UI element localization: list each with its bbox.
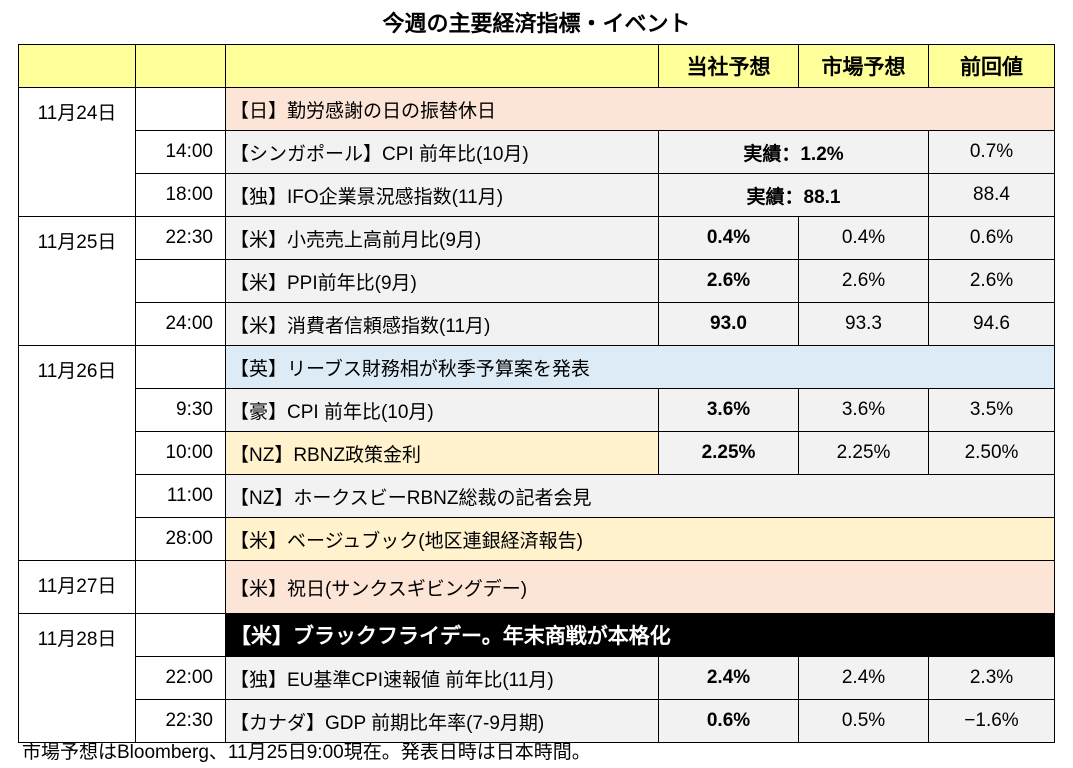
time-cell: 22:30 — [135, 699, 226, 743]
time-cell — [135, 87, 226, 131]
time-cell — [135, 613, 226, 657]
previous-value: 94.6 — [928, 302, 1055, 346]
date-cell: 11月25日 — [18, 216, 136, 346]
table-row: 18:00 【独】IFO企業景況感指数(11月) 実績：88.1 88.4 — [19, 173, 1055, 217]
time-cell: 9:30 — [135, 388, 226, 432]
market-forecast-value: 2.6% — [798, 259, 929, 303]
date-cell: 11月24日 — [18, 87, 136, 217]
time-cell — [135, 259, 226, 303]
event-cell: 【独】IFO企業景況感指数(11月) — [225, 173, 659, 217]
our-forecast-value: 2.25% — [658, 431, 799, 475]
time-cell — [135, 560, 226, 614]
actual-value: 実績：88.1 — [658, 173, 929, 217]
time-cell — [135, 345, 226, 389]
our-forecast-value: 93.0 — [658, 302, 799, 346]
event-cell: 【NZ】ホークスビーRBNZ総裁の記者会見 — [225, 474, 1055, 518]
previous-value: 88.4 — [928, 173, 1055, 217]
event-cell: 【英】リーブス財務相が秋季予算案を発表 — [225, 345, 1055, 389]
market-forecast-value: 3.6% — [798, 388, 929, 432]
event-cell: 【米】ブラックフライデー。年末商戦が本格化 — [225, 613, 1055, 657]
table-body: 11月24日 【日】勤労感謝の日の振替休日 14:00 【シンガポール】CPI 前年比… — [18, 87, 1055, 743]
header-row: 当社予想 市場予想 前回値 — [18, 44, 1055, 88]
header-time — [135, 44, 226, 88]
market-forecast-value: 0.4% — [798, 216, 929, 260]
table-row: 11月27日 【米】祝日(サンクスギビングデー) — [18, 560, 1055, 614]
table-row: 11月28日 【米】ブラックフライデー。年末商戦が本格化 — [18, 613, 1055, 743]
header-market-forecast: 市場予想 — [798, 44, 929, 88]
previous-value: 2.6% — [928, 259, 1055, 303]
time-cell: 22:30 — [135, 216, 226, 260]
table-row: 11月24日 【日】勤労感謝の日の振替休日 — [18, 87, 1055, 217]
event-cell: 【米】小売売上高前月比(9月) — [225, 216, 659, 260]
time-cell: 10:00 — [135, 431, 226, 475]
event-cell: 【独】EU基準CPI速報値 前年比(11月) — [225, 656, 659, 700]
time-cell: 22:00 — [135, 656, 226, 700]
time-cell: 14:00 — [135, 130, 226, 174]
time-cell: 24:00 — [135, 302, 226, 346]
time-cell: 18:00 — [135, 173, 226, 217]
actual-value: 実績：1.2% — [658, 130, 929, 174]
previous-value: 2.50% — [928, 431, 1055, 475]
economic-calendar-table: 当社予想 市場予想 前回値 11月24日 【日】勤労感謝の日の振替休日 14:00 【… — [18, 44, 1055, 743]
market-forecast-value: 2.4% — [798, 656, 929, 700]
our-forecast-value: 0.6% — [658, 699, 799, 743]
table-row: 10:00 【NZ】RBNZ政策金利 2.25% 2.25% 2.50% — [19, 431, 1055, 475]
event-cell: 【米】消費者信頼感指数(11月) — [225, 302, 659, 346]
previous-value: 0.7% — [928, 130, 1055, 174]
table-row: 14:00 【シンガポール】CPI 前年比(10月) 実績：1.2% 0.7% — [19, 130, 1055, 174]
market-forecast-value: 0.5% — [798, 699, 929, 743]
event-cell: 【日】勤労感謝の日の振替休日 — [225, 87, 1055, 131]
time-cell: 28:00 — [135, 517, 226, 561]
event-cell: 【米】祝日(サンクスギビングデー) — [225, 560, 1055, 614]
footnote: 市場予想はBloomberg、11月25日9:00現在。発表日時は日本時間。 — [22, 742, 591, 763]
event-cell: 【シンガポール】CPI 前年比(10月) — [225, 130, 659, 174]
date-cell: 11月26日 — [18, 345, 136, 561]
time-cell: 11:00 — [135, 474, 226, 518]
date-cell: 11月28日 — [18, 613, 136, 743]
header-event — [225, 44, 659, 88]
previous-value: 2.3% — [928, 656, 1055, 700]
table-row: 22:00 【独】EU基準CPI速報値 前年比(11月) 2.4% 2.4% 2.3% — [19, 656, 1055, 700]
header-our-forecast: 当社予想 — [658, 44, 799, 88]
table-row: 11月25日 22:30 【米】小売売上高前月比(9月) 0.4% 0.4% 0.6% — [18, 216, 1055, 346]
our-forecast-value: 0.4% — [658, 216, 799, 260]
event-cell: 【米】PPI前年比(9月) — [225, 259, 659, 303]
table-row: 【米】PPI前年比(9月) 2.6% 2.6% 2.6% — [19, 259, 1055, 303]
market-forecast-value: 93.3 — [798, 302, 929, 346]
page-title: 今週の主要経済指標・イベント — [382, 11, 691, 36]
table-row: 11月26日 【英】リーブス財務相が秋季予算案を発表 — [18, 345, 1055, 561]
table-row: 11:00 【NZ】ホークスビーRBNZ総裁の記者会見 — [19, 474, 1055, 518]
header-previous: 前回値 — [928, 44, 1055, 88]
our-forecast-value: 2.4% — [658, 656, 799, 700]
table-row: 22:30 【カナダ】GDP 前期比年率(7-9月期) 0.6% 0.5% −1.6% — [19, 699, 1055, 743]
table-row: 24:00 【米】消費者信頼感指数(11月) 93.0 93.3 94.6 — [19, 302, 1055, 346]
event-cell: 【豪】CPI 前年比(10月) — [225, 388, 659, 432]
date-cell: 11月27日 — [18, 560, 136, 614]
table-row: 28:00 【米】ベージュブック(地区連銀経済報告) — [19, 517, 1055, 561]
previous-value: 3.5% — [928, 388, 1055, 432]
our-forecast-value: 2.6% — [658, 259, 799, 303]
previous-value: 0.6% — [928, 216, 1055, 260]
our-forecast-value: 3.6% — [658, 388, 799, 432]
table-row: 9:30 【豪】CPI 前年比(10月) 3.6% 3.6% 3.5% — [19, 388, 1055, 432]
previous-value: −1.6% — [928, 699, 1055, 743]
event-cell: 【米】ベージュブック(地区連銀経済報告) — [225, 517, 1055, 561]
market-forecast-value: 2.25% — [798, 431, 929, 475]
event-cell: 【NZ】RBNZ政策金利 — [225, 431, 659, 475]
header-date — [18, 44, 136, 88]
